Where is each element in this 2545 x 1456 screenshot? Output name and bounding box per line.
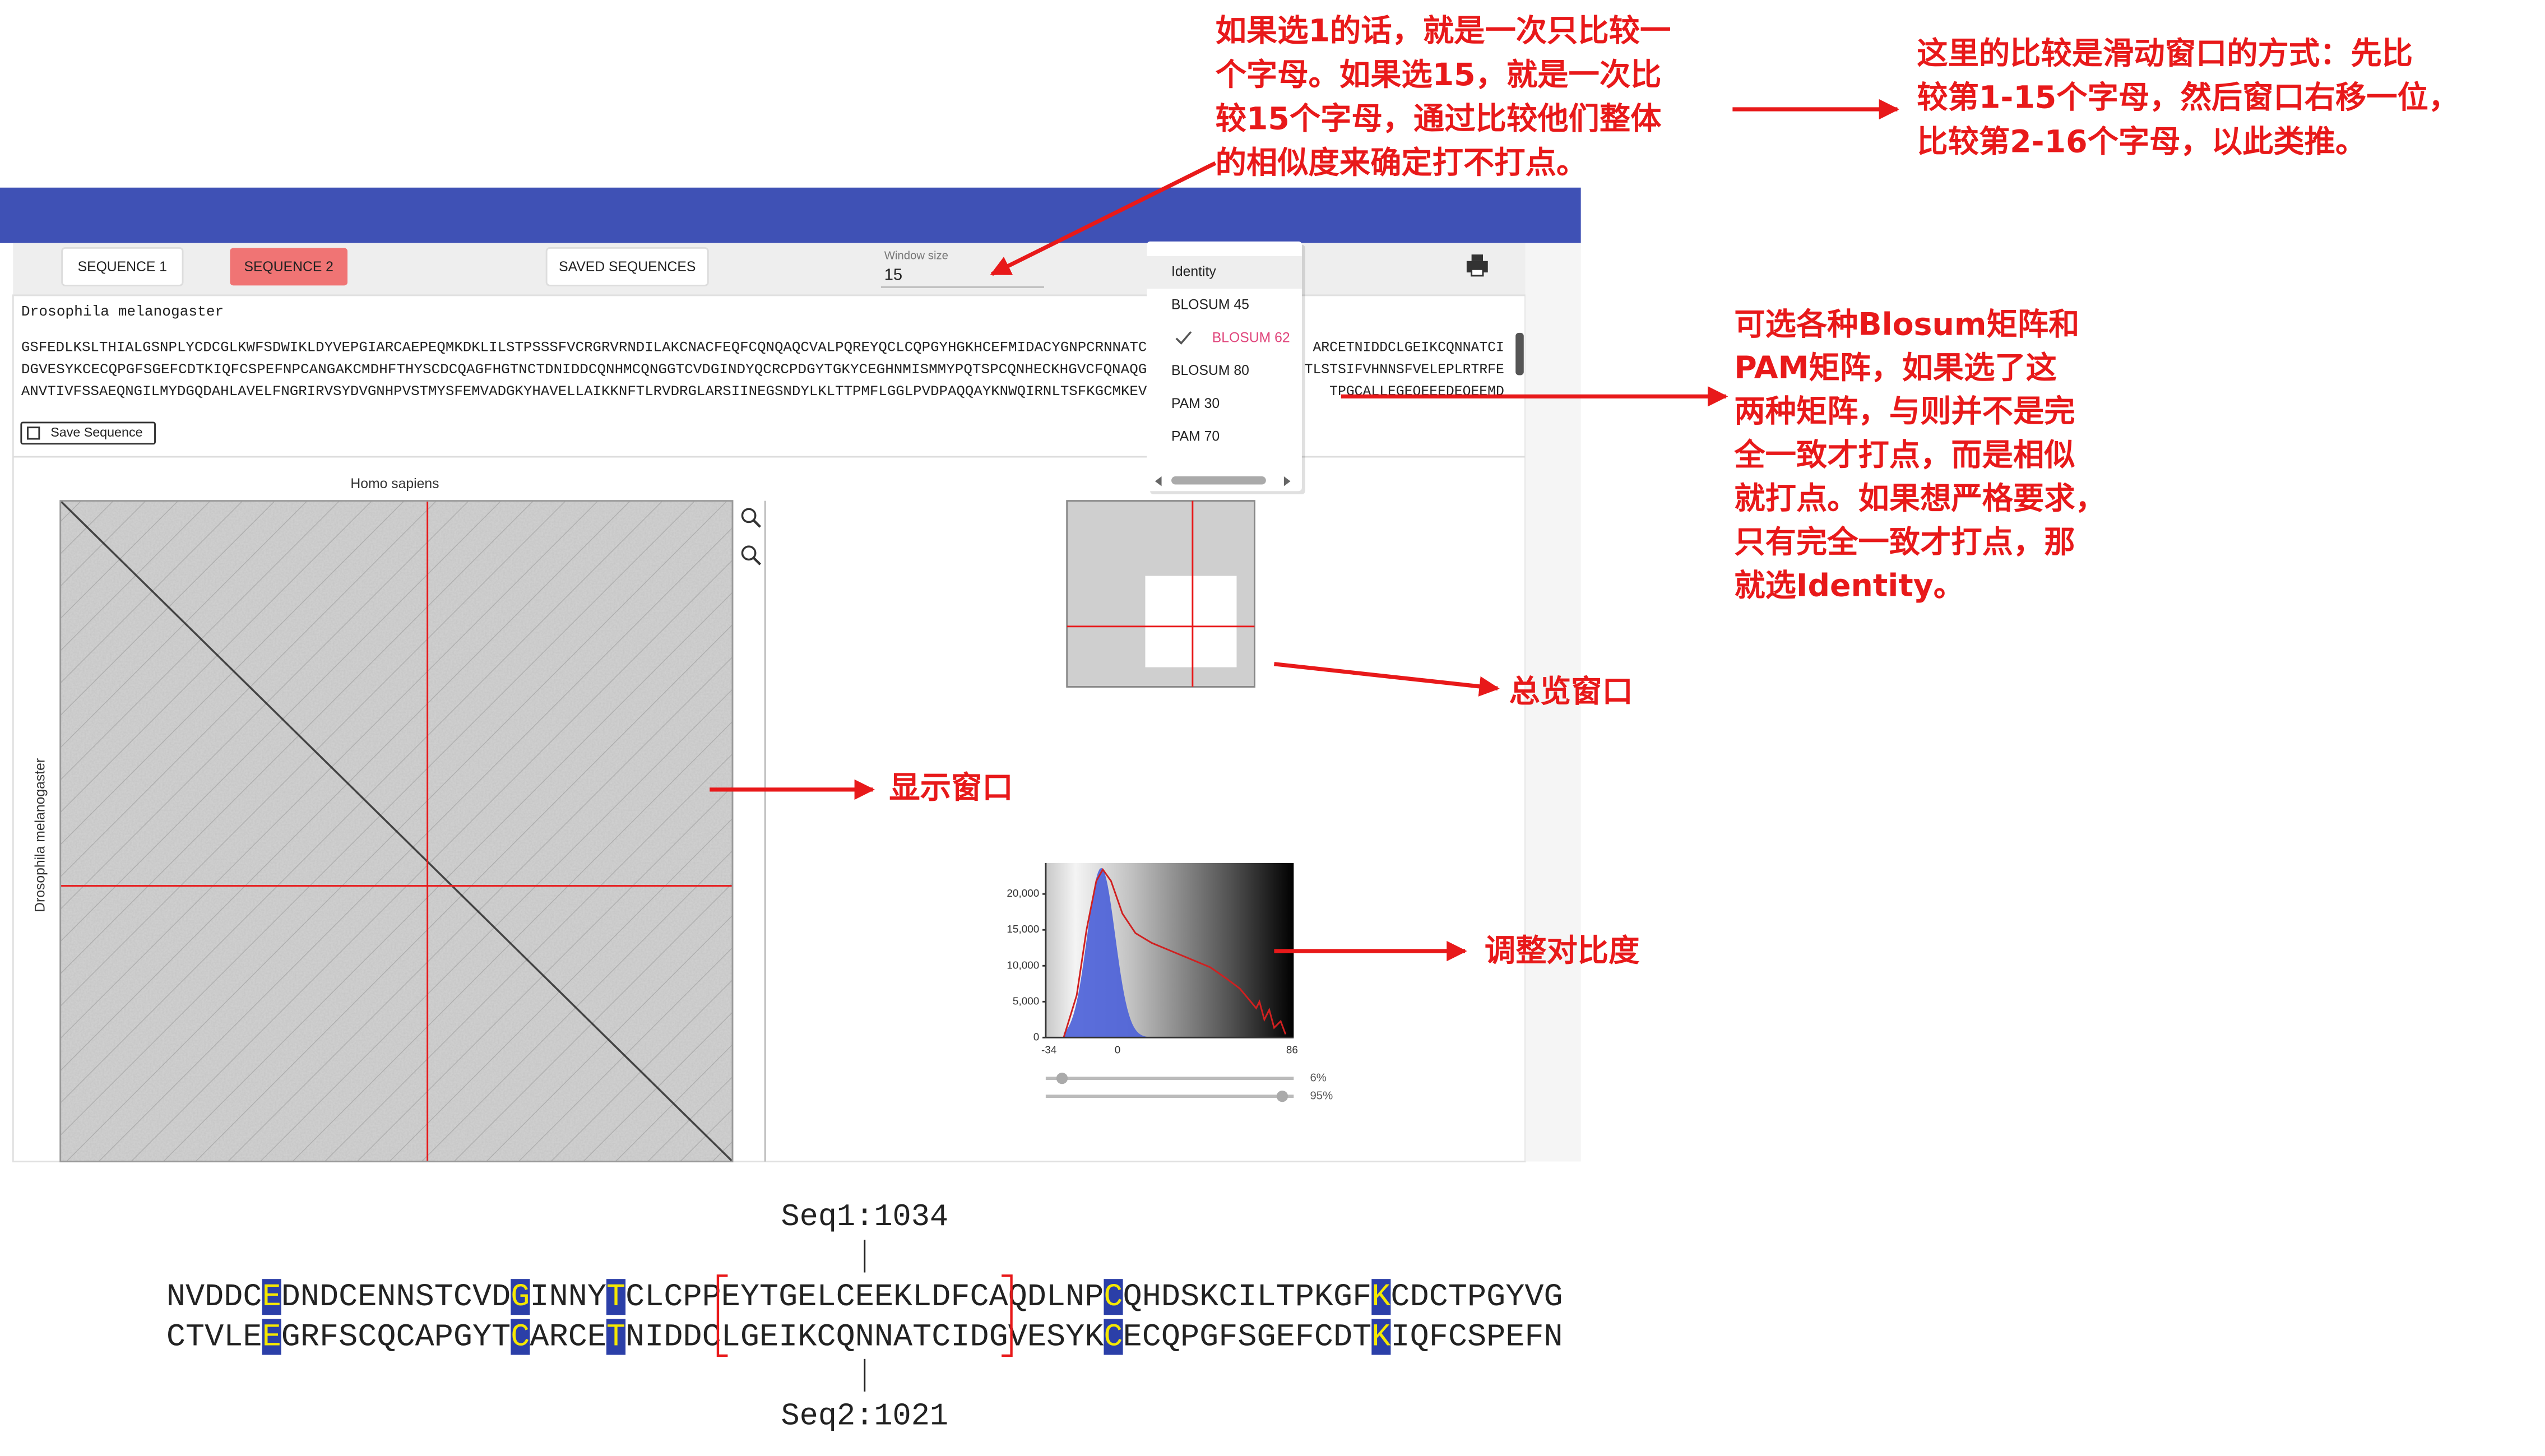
- window-size-label: Window size: [884, 249, 948, 262]
- histogram-curve: [1063, 868, 1287, 1038]
- hist-y-tick: 5,000: [1013, 995, 1039, 1007]
- identity-highlight: [606, 1319, 626, 1355]
- identity-highlight: [1371, 1319, 1391, 1355]
- window-bracket: [716, 1274, 1013, 1357]
- sequence-line: TLSTSIFVHNNSFVELEPLRTRFE: [1305, 362, 1504, 378]
- annotation-line: 较第1-15个字母，然后窗口右移一位，: [1917, 80, 2459, 116]
- annotation-label: 调整对比度: [1485, 933, 1640, 969]
- dotplot: [60, 500, 733, 1162]
- menu-item[interactable]: PAM 70: [1171, 429, 1220, 444]
- identity-highlight: [262, 1319, 281, 1355]
- identity-highlight: [1371, 1279, 1391, 1315]
- window-size-value[interactable]: 15: [884, 266, 902, 284]
- annotation-line: 就选Identity。: [1734, 568, 1964, 604]
- sequence-lines: GSFEDLKSLTHIALGSNPLYCDCGLKWFSDWIKLDYVEPG…: [21, 340, 1504, 400]
- zoom-out[interactable]: [741, 545, 762, 565]
- print-icon[interactable]: [1466, 254, 1488, 277]
- menu-item[interactable]: BLOSUM 62: [1212, 330, 1290, 345]
- sequence-name: Drosophila melanogaster: [21, 303, 224, 320]
- dotplot-frame: [59, 500, 734, 1163]
- menu-item[interactable]: BLOSUM 80: [1171, 363, 1249, 378]
- y-axis-label: Drosophila melanogaster: [33, 758, 48, 912]
- annotation-label: 总览窗口: [1509, 674, 1633, 710]
- annotation-line: 的相似度来确定打不打点。: [1216, 145, 1588, 181]
- annotation-line: PAM矩阵，如果选了这: [1734, 350, 2057, 386]
- identity-highlight: [262, 1279, 281, 1315]
- identity-highlight: [511, 1319, 530, 1355]
- annotation-line: 这里的比较是滑动窗口的方式：先比: [1917, 36, 2413, 72]
- saved-button[interactable]: [545, 247, 709, 286]
- app-bar: [0, 187, 1581, 243]
- seq1-label: Seq1:1034: [781, 1199, 948, 1235]
- check-mark: [1175, 331, 1192, 345]
- annotation-arrows: [710, 99, 1900, 962]
- saved-label[interactable]: SAVED SEQUENCES: [559, 259, 696, 275]
- annotation-line: 只有完全一致才打点，那: [1734, 525, 2075, 560]
- hist-y-tick: 10,000: [1007, 959, 1039, 971]
- overview: [1066, 500, 1255, 688]
- menu-items: Identity BLOSUM 45 BLOSUM 62 BLOSUM 80 PAM 3…: [1147, 256, 1302, 444]
- matrix-menu: [1147, 241, 1302, 491]
- annotation-line: 可选各种Blosum矩阵和: [1734, 307, 2079, 342]
- slider-value: 6%: [1310, 1072, 1326, 1084]
- annotation-label: 显示窗口: [889, 770, 1013, 806]
- zoom-in[interactable]: [741, 508, 762, 528]
- identity-highlight: [1104, 1319, 1123, 1355]
- seq2-label: Seq2:1021: [781, 1398, 948, 1434]
- slider-value: 95%: [1310, 1090, 1333, 1102]
- sequence-line: ANVTIVFSSAEQNGILMYDGQDAHLAVELFNGRIRVSYDV…: [21, 384, 1147, 400]
- tab-label[interactable]: SEQUENCE 2: [244, 259, 333, 275]
- sequence-line: ARCETNIDDCLGEIKCQNNATCI: [1313, 340, 1504, 356]
- hist-y-tick: 0: [1033, 1031, 1040, 1043]
- save-label[interactable]: Save Sequence: [50, 425, 142, 439]
- tab-button[interactable]: [61, 247, 184, 286]
- alignment: Seq1:1034 NVDDCEDNDCENNSTCVDGINNYTCLCPPEY…: [166, 1199, 1563, 1434]
- annotation-line: 个字母。如果选15，就是一次比: [1216, 57, 1662, 93]
- annotation-line: 比较第2-16个字母，以此类推。: [1917, 124, 2366, 160]
- scrollbar: [1515, 332, 1524, 375]
- menu-item[interactable]: BLOSUM 45: [1171, 297, 1249, 312]
- menu-item[interactable]: PAM 30: [1171, 396, 1220, 411]
- menu-item[interactable]: Identity: [1171, 265, 1216, 280]
- annotation-line: 就打点。如果想严格要求，: [1734, 481, 2106, 517]
- save-button[interactable]: [20, 421, 156, 445]
- x-axis-label: Homo sapiens: [350, 476, 439, 491]
- tab-button[interactable]: [230, 248, 348, 286]
- hist-x-tick: -34: [1041, 1045, 1056, 1056]
- annotation-line: 如果选1的话，就是一次只比较一: [1216, 13, 1671, 49]
- hist-x-tick: 86: [1286, 1045, 1298, 1056]
- tab-label[interactable]: SEQUENCE 1: [78, 259, 167, 275]
- sequence-line: DGVESYKCECQPGFSGEFCDTKIQFCSPEFNPCANGAKCM…: [21, 362, 1147, 378]
- annotation-line: 较15个字母，通过比较他们整体: [1216, 101, 1662, 137]
- hist-x-tick: 0: [1115, 1045, 1121, 1056]
- sequence: NVDDCEDNDCENNSTCVDGINNYTCLCPPEYTGELCEEKL…: [166, 1279, 1563, 1315]
- annotation-line: 两种矩阵，与则并不是完: [1734, 394, 2075, 430]
- menu-highlight: [1147, 256, 1302, 289]
- annotation-line: 全一致才打点，而是相似: [1733, 437, 2075, 473]
- slider-knob[interactable]: [1276, 1090, 1288, 1102]
- slider-knob[interactable]: [1056, 1072, 1068, 1084]
- identity-highlight: [1104, 1279, 1123, 1315]
- sequence-line: GSFEDLKSLTHIALGSNPLYCDCGLKWFSDWIKLDYVEPG…: [21, 340, 1147, 356]
- annotations: 如果选1的话，就是一次只比较一个字母。如果选15，就是一次比较15个字母，通过比…: [889, 13, 2459, 969]
- hist-y-tick: 20,000: [1007, 888, 1039, 899]
- sequence: CTVLEEGRFSCQCAPGYTCARCETNIDDCLGEIKCQNNAT…: [166, 1320, 1563, 1356]
- histogram-bars: [1063, 868, 1175, 1038]
- identity-highlight: [606, 1279, 626, 1315]
- hist-y-tick: 15,000: [1007, 924, 1039, 935]
- menu-scrollbar: [1171, 476, 1266, 485]
- identity-highlight: [511, 1279, 530, 1315]
